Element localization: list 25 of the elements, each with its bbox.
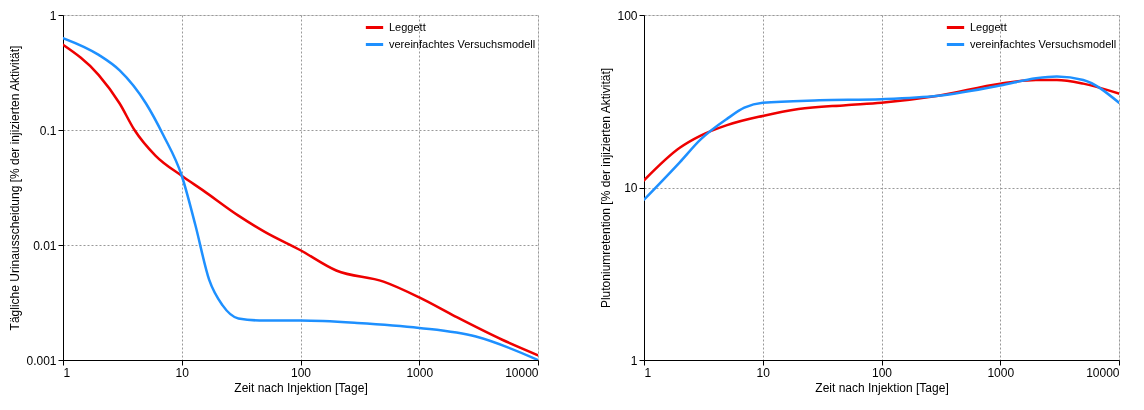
legend-label: Leggett — [970, 20, 1007, 33]
y-axis-title: Tägliche Urinausscheidung [% der injizierten Aktivität] — [8, 45, 23, 331]
legend-label: Leggett — [389, 20, 426, 33]
y-tick-label: 100 — [617, 8, 638, 23]
x-tick-label: 100 — [871, 365, 893, 380]
y-tick-label: 0.001 — [26, 353, 57, 368]
x-tick-label: 10000 — [1086, 365, 1120, 380]
y-tick-label: 0.1 — [39, 123, 57, 138]
x-tick-label: 1 — [644, 365, 652, 380]
x-tick-label: 100 — [290, 365, 312, 380]
y-tick-label: 1 — [49, 8, 57, 23]
x-tick-label: 1 — [63, 365, 71, 380]
x-tick-label: 10 — [175, 365, 190, 380]
x-axis-title: Zeit nach Injektion [Tage] — [234, 380, 368, 395]
x-tick-label: 1000 — [406, 365, 434, 380]
y-tick-label: 1 — [630, 353, 638, 368]
x-tick-label: 10 — [756, 365, 771, 380]
y-axis-title: Plutoniumretention [% der injizierten Aktivität] — [599, 67, 614, 309]
x-tick-label: 1000 — [987, 365, 1015, 380]
legend-label: vereinfachtes Versuchsmodell — [389, 37, 536, 50]
x-tick-label: 10000 — [505, 365, 539, 380]
x-axis-title: Zeit nach Injektion [Tage] — [815, 380, 949, 395]
y-tick-label: 10 — [624, 181, 638, 195]
legend-label: vereinfachtes Versuchsmodell — [970, 37, 1117, 50]
y-tick-label: 0.01 — [33, 238, 57, 253]
